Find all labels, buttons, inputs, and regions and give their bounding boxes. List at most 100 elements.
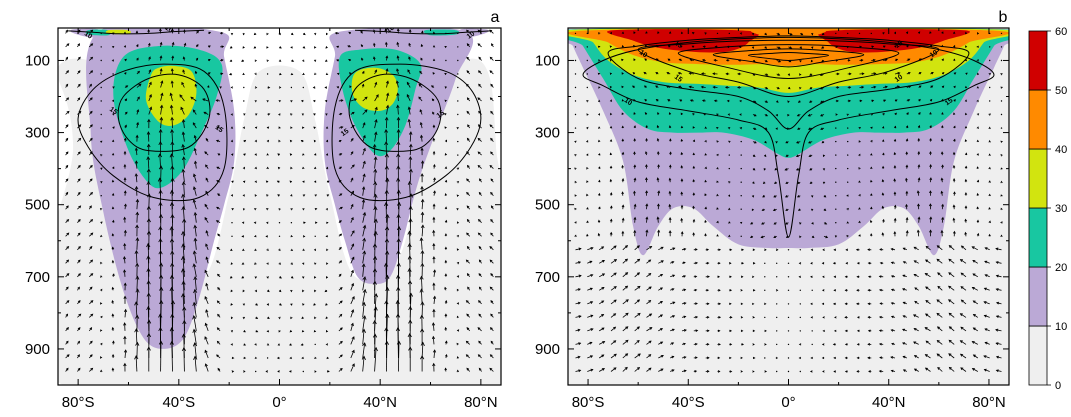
wind-vector-arrow <box>752 86 757 90</box>
wind-vector-arrow <box>622 245 629 251</box>
wind-vector-arrow <box>88 245 93 251</box>
wind-vector-arrow <box>764 276 766 278</box>
wind-vector-arrow <box>467 286 471 291</box>
wind-vector-arrow <box>574 100 577 102</box>
contour-label: 15 <box>894 40 904 50</box>
wind-vector-arrow <box>181 168 186 183</box>
wind-vector-arrow <box>171 55 175 61</box>
wind-vector-arrow <box>489 29 494 34</box>
wind-vector-arrow <box>205 256 209 264</box>
wind-vector-arrow <box>457 73 459 75</box>
wind-vector-arrow <box>995 261 1002 264</box>
wind-vector-arrow <box>988 153 991 156</box>
wind-vector-arrow <box>775 248 779 251</box>
wind-vector-arrow <box>136 70 140 75</box>
wind-vector-arrow <box>764 59 768 63</box>
wind-vector-arrow <box>940 138 944 142</box>
wind-vector-arrow <box>948 339 955 345</box>
wind-vector-arrow <box>948 326 955 332</box>
wind-vector-arrow <box>678 85 683 89</box>
wind-vector-arrow <box>988 233 991 237</box>
wind-vector-arrow <box>622 312 629 318</box>
wind-vector-arrow <box>135 224 139 237</box>
wind-vector-arrow <box>89 300 94 305</box>
wind-vector-arrow <box>925 313 931 318</box>
wind-vector-arrow <box>325 72 329 75</box>
wind-vector-arrow <box>669 151 672 156</box>
wind-vector-arrow <box>879 315 884 319</box>
wind-vector-arrow <box>265 235 269 238</box>
wind-vector-arrow <box>680 112 683 116</box>
wind-vector-arrow <box>597 232 601 237</box>
wind-vector-arrow <box>621 178 625 183</box>
wind-vector-arrow <box>752 356 756 360</box>
wind-vector-arrow <box>917 177 921 183</box>
wind-vector-arrow <box>231 208 235 211</box>
wind-vector-arrow <box>100 329 103 332</box>
wind-vector-arrow <box>644 151 648 156</box>
wind-vector-arrow <box>312 86 316 89</box>
wind-vector-arrow <box>691 32 695 35</box>
wind-vector-arrow <box>230 126 234 129</box>
wind-vector-arrow <box>940 229 944 237</box>
wind-vector-arrow <box>704 166 707 170</box>
wind-vector-arrow <box>657 31 660 34</box>
wind-vector-arrow <box>220 31 224 35</box>
wind-vector-arrow <box>254 248 257 251</box>
wind-vector-arrow <box>913 260 919 264</box>
wind-vector-arrow <box>111 367 115 372</box>
wind-vector-arrow <box>658 246 664 251</box>
wind-vector-arrow <box>668 230 672 237</box>
wind-vector-arrow <box>420 57 423 61</box>
wind-vector-arrow <box>1000 153 1003 157</box>
wind-vector-arrow <box>751 46 755 49</box>
wind-vector-arrow <box>809 370 813 373</box>
wind-vector-arrow <box>586 73 588 75</box>
wind-vector-arrow <box>809 73 813 76</box>
wind-vector-arrow <box>835 45 839 49</box>
wind-vector-arrow <box>432 216 436 223</box>
wind-vector-arrow <box>964 231 968 237</box>
wind-vector-arrow <box>810 195 814 198</box>
wind-vector-arrow <box>940 177 944 183</box>
wind-vector-arrow <box>646 259 652 264</box>
wind-vector-arrow <box>123 335 127 345</box>
wind-vector-arrow <box>289 329 293 333</box>
wind-vector-arrow <box>489 259 494 264</box>
wind-vector-arrow <box>833 289 836 292</box>
wind-vector-arrow <box>811 330 813 332</box>
wind-vector-arrow <box>100 234 103 238</box>
y-tick-label: 500 <box>25 197 50 214</box>
wind-vector-arrow <box>181 156 186 169</box>
wind-vector-arrow <box>906 99 911 102</box>
wind-vector-arrow <box>634 326 640 332</box>
wind-vector-arrow <box>835 99 839 103</box>
wind-vector-arrow <box>362 237 366 250</box>
wind-vector-arrow <box>89 70 94 75</box>
wind-vector-arrow <box>763 154 767 158</box>
wind-vector-arrow <box>348 59 351 62</box>
wind-vector-arrow <box>833 248 836 251</box>
wind-vector-arrow <box>988 73 992 76</box>
wind-vector-arrow <box>372 143 377 156</box>
wind-vector-arrow <box>112 340 115 345</box>
wind-vector-arrow <box>406 81 411 88</box>
wind-vector-arrow <box>65 259 70 264</box>
y-tick-label: 100 <box>25 52 50 69</box>
wind-vector-arrow <box>314 46 317 49</box>
wind-vector-arrow <box>798 262 802 265</box>
colorbar-swatch <box>1028 148 1048 209</box>
wind-vector-arrow <box>681 288 687 292</box>
wind-vector-arrow <box>609 31 612 35</box>
wind-vector-arrow <box>444 192 448 196</box>
wind-vector-arrow <box>833 329 837 333</box>
wind-vector-arrow <box>879 302 884 305</box>
wind-vector-arrow <box>432 58 436 62</box>
wind-vector-arrow <box>634 245 640 251</box>
wind-vector-arrow <box>289 180 292 183</box>
wind-vector-arrow <box>134 160 139 169</box>
wind-vector-arrow <box>181 230 186 250</box>
wind-vector-arrow <box>466 97 471 102</box>
wind-vector-arrow <box>609 125 613 129</box>
